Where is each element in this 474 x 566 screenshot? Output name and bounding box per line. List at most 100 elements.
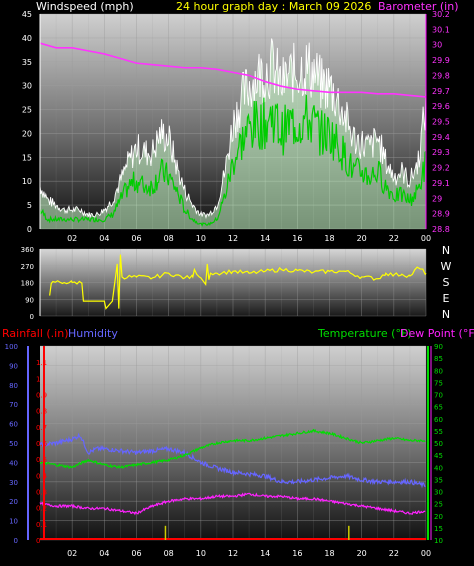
humidity-y-tick-100: 100 [5, 343, 18, 351]
compass-label-n: N [442, 244, 450, 257]
rain-y-tick-0.1: 0.1 [36, 521, 47, 529]
bottom-x-tick-18: 18 [324, 549, 334, 558]
baro-y-tick-29.3: 29.3 [432, 148, 450, 157]
dir-y-tick-360: 360 [21, 246, 34, 254]
wind-x-tick-22: 22 [389, 234, 399, 243]
humidity-y-tick-90: 90 [9, 362, 18, 370]
rain-y-tick-0.4: 0.4 [36, 472, 48, 480]
temp-y-tick-50: 50 [434, 440, 443, 448]
bottom-x-tick-16: 16 [292, 549, 302, 558]
wind-x-tick-18: 18 [324, 234, 334, 243]
temp-y-tick-90: 90 [434, 343, 443, 351]
dir-y-tick-90: 90 [25, 296, 34, 304]
wind-x-tick-16: 16 [292, 234, 302, 243]
wind-y-tick-40: 40 [22, 34, 32, 43]
wind-y-tick-15: 15 [22, 153, 32, 162]
dir-y-tick-180: 180 [21, 280, 34, 288]
temp-y-tick-40: 40 [434, 464, 443, 472]
wind-y-tick-5: 5 [27, 201, 32, 210]
temperature-line [39, 428, 426, 470]
humidity-line [39, 432, 426, 489]
temp-y-tick-65: 65 [434, 404, 443, 412]
wind-y-tick-10: 10 [22, 177, 32, 186]
temp-y-tick-80: 80 [434, 367, 443, 375]
baro-y-tick-29.6: 29.6 [432, 102, 450, 111]
compass-label-n: N [442, 308, 450, 321]
temp-y-tick-75: 75 [434, 379, 443, 387]
baro-y-tick-30.1: 30.1 [432, 25, 450, 34]
rain-y-tick-0.2: 0.2 [36, 505, 47, 513]
baro-y-tick-29: 29 [432, 194, 442, 203]
wind-x-tick-08: 08 [164, 234, 174, 243]
bottom-x-tick-12: 12 [228, 549, 238, 558]
temp-y-tick-60: 60 [434, 416, 443, 424]
wind-x-tick-20: 20 [357, 234, 367, 243]
windspeed-gust-line [39, 38, 427, 220]
temp-y-tick-55: 55 [434, 428, 443, 436]
humidity-y-tick-0: 0 [14, 537, 18, 545]
wind-x-tick-02: 02 [67, 234, 77, 243]
wind-y-tick-45: 45 [22, 10, 32, 19]
rain-y-tick-0.5: 0.5 [36, 456, 47, 464]
windspeed-axis-title: Windspeed (mph) [36, 0, 134, 13]
windspeed-average-line [39, 94, 427, 227]
humidity-y-tick-60: 60 [9, 421, 18, 429]
rain-y-tick-0.7: 0.7 [36, 424, 47, 432]
humidity-y-tick-40: 40 [9, 459, 18, 467]
wind-x-tick-14: 14 [260, 234, 270, 243]
baro-y-tick-29.1: 29.1 [432, 179, 450, 188]
dewpoint-axis-title: Dew Point (°F) [400, 327, 474, 340]
dir-y-tick-0: 0 [30, 313, 34, 321]
humidity-y-tick-50: 50 [9, 440, 18, 448]
wind-y-tick-0: 0 [27, 225, 32, 234]
barometer-axis-title: Barometer (in) [378, 0, 459, 13]
wind-y-tick-20: 20 [22, 129, 32, 138]
bottom-x-tick-22: 22 [389, 549, 399, 558]
temp-y-tick-45: 45 [434, 452, 443, 460]
humidity-y-tick-30: 30 [9, 479, 18, 487]
baro-y-tick-29.8: 29.8 [432, 71, 450, 80]
baro-y-tick-29.2: 29.2 [432, 164, 450, 173]
wind-direction-line [49, 254, 427, 310]
rain-y-tick-1.1: 1.1 [36, 359, 47, 367]
baro-y-tick-28.9: 28.9 [432, 210, 450, 219]
compass-label-w: W [441, 260, 452, 273]
baro-y-tick-29.4: 29.4 [432, 133, 450, 142]
humidity-y-tick-70: 70 [9, 401, 18, 409]
rain-y-tick-0.8: 0.8 [36, 408, 47, 416]
wind-x-tick-04: 04 [99, 234, 109, 243]
bottom-x-tick-04: 04 [99, 549, 109, 558]
temp-y-tick-10: 10 [434, 537, 443, 545]
wind-y-tick-30: 30 [22, 82, 32, 91]
temp-y-tick-85: 85 [434, 355, 443, 363]
humidity-y-tick-20: 20 [9, 498, 18, 506]
bottom-x-tick-10: 10 [196, 549, 206, 558]
rain-y-tick-0.3: 0.3 [36, 489, 47, 497]
baro-y-tick-30.2: 30.2 [432, 10, 450, 19]
baro-y-tick-28.8: 28.8 [432, 225, 450, 234]
humidity-y-tick-80: 80 [9, 382, 18, 390]
wind-y-tick-35: 35 [22, 58, 32, 67]
bottom-x-tick-00: 00 [421, 549, 431, 558]
rain-y-tick-0.6: 0.6 [36, 440, 48, 448]
rain-y-tick-1: 1 [36, 375, 40, 383]
wind-x-tick-10: 10 [196, 234, 206, 243]
baro-y-tick-29.9: 29.9 [432, 56, 450, 65]
temp-y-tick-25: 25 [434, 501, 443, 509]
barometer-line [39, 42, 427, 98]
rain-y-tick-0: 0 [36, 537, 40, 545]
temp-y-tick-15: 15 [434, 525, 443, 533]
humidity-axis-title: Humidity [68, 327, 118, 340]
dewpoint-line [39, 492, 426, 516]
temp-y-tick-30: 30 [434, 489, 443, 497]
temp-y-tick-70: 70 [434, 392, 443, 400]
baro-y-tick-29.7: 29.7 [432, 87, 450, 96]
temp-y-tick-20: 20 [434, 513, 443, 521]
wind-x-tick-00: 00 [421, 234, 431, 243]
wind-x-tick-06: 06 [131, 234, 141, 243]
rain-y-tick-0.9: 0.9 [36, 392, 47, 400]
bottom-x-tick-02: 02 [67, 549, 77, 558]
baro-y-tick-29.5: 29.5 [432, 118, 450, 127]
temperature-axis-title: Temperature (°F) [317, 327, 412, 340]
